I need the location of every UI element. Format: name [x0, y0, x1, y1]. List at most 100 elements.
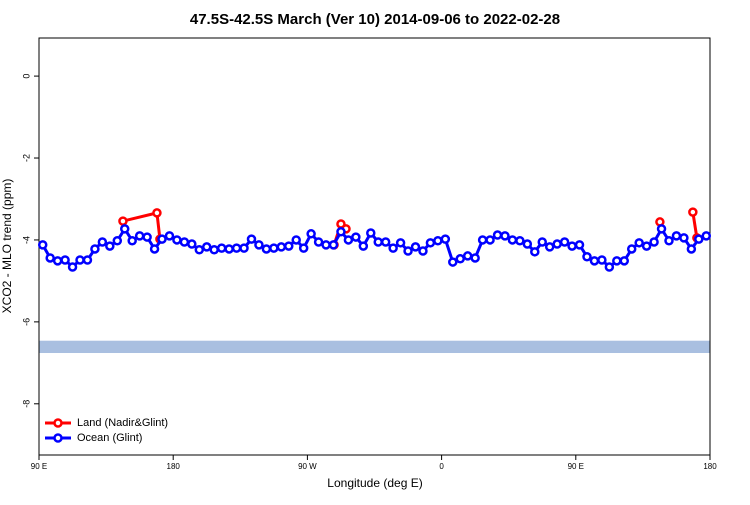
point	[597, 255, 607, 265]
point	[485, 235, 495, 245]
point	[455, 254, 465, 264]
point	[358, 241, 369, 251]
point	[343, 235, 354, 245]
x-tick-label: 180	[167, 462, 181, 471]
point	[60, 255, 70, 265]
point	[209, 245, 219, 255]
point	[448, 257, 458, 267]
point	[552, 239, 562, 249]
point	[118, 216, 128, 226]
y-tick-label: -8	[21, 400, 31, 408]
point	[254, 240, 264, 250]
legend-label: Land (Nadir&Glint)	[77, 417, 168, 429]
point	[380, 237, 391, 247]
point	[157, 234, 167, 244]
point	[75, 255, 85, 265]
point	[164, 231, 175, 241]
point	[582, 251, 592, 262]
point	[462, 251, 473, 261]
point	[202, 242, 212, 252]
legend-marker	[53, 433, 63, 443]
y-tick-label: 0	[21, 74, 31, 79]
chart-title: 47.5S-42.5S March (Ver 10) 2014-09-06 to…	[190, 11, 560, 28]
point	[604, 262, 615, 272]
point	[671, 231, 682, 241]
point	[269, 243, 279, 253]
point	[634, 238, 644, 248]
point	[112, 236, 123, 246]
x-axis-label: Longitude (deg E)	[327, 476, 422, 490]
point	[649, 237, 659, 247]
point	[544, 242, 555, 252]
point	[179, 237, 190, 247]
legend-marker	[53, 418, 63, 428]
x-tick-label: 90 W	[298, 462, 317, 471]
point	[119, 224, 130, 234]
point	[216, 243, 227, 253]
point	[470, 253, 480, 263]
point	[306, 229, 316, 239]
point	[612, 256, 622, 266]
point	[688, 207, 698, 217]
point	[298, 243, 309, 253]
point	[664, 236, 674, 246]
point	[619, 256, 630, 266]
point	[492, 230, 503, 240]
point	[82, 255, 93, 265]
point	[224, 244, 234, 254]
point	[149, 244, 160, 254]
point	[694, 234, 704, 244]
x-tick-label: 180	[703, 462, 717, 471]
point	[313, 237, 324, 247]
point	[246, 234, 257, 244]
point	[403, 246, 413, 256]
point	[97, 237, 108, 247]
point	[433, 236, 443, 246]
y-axis-label: XCO2 - MLO trend (ppm)	[0, 179, 14, 314]
point	[336, 227, 346, 237]
point	[641, 241, 652, 251]
point	[656, 224, 667, 234]
y-tick-label: -6	[21, 318, 31, 326]
point	[537, 237, 547, 247]
point	[90, 244, 100, 254]
point	[291, 235, 301, 245]
point	[67, 262, 78, 272]
point	[239, 243, 249, 253]
point	[373, 237, 383, 247]
point	[589, 256, 600, 266]
point	[686, 244, 697, 254]
point	[105, 241, 115, 251]
point	[701, 231, 712, 241]
x-tick-label: 0	[439, 462, 444, 471]
point	[567, 241, 577, 251]
point	[410, 242, 421, 252]
point	[276, 242, 287, 252]
y-tick-label: -4	[21, 236, 31, 244]
point	[284, 241, 294, 251]
point	[418, 246, 428, 256]
x-tick-label: 90 E	[568, 462, 584, 471]
point	[134, 231, 145, 241]
point	[187, 239, 197, 249]
point	[507, 235, 518, 245]
point	[172, 235, 182, 245]
point	[321, 240, 331, 250]
point	[261, 244, 272, 254]
point	[388, 243, 398, 253]
point	[559, 237, 570, 247]
point	[515, 236, 525, 246]
point	[45, 253, 55, 263]
y-tick-label: -2	[21, 154, 31, 162]
point	[477, 235, 488, 245]
point	[142, 232, 152, 242]
band	[39, 340, 710, 354]
point	[52, 256, 63, 266]
point	[328, 240, 339, 250]
point	[395, 238, 406, 248]
point	[425, 238, 436, 248]
point	[440, 234, 451, 244]
point	[351, 232, 361, 242]
